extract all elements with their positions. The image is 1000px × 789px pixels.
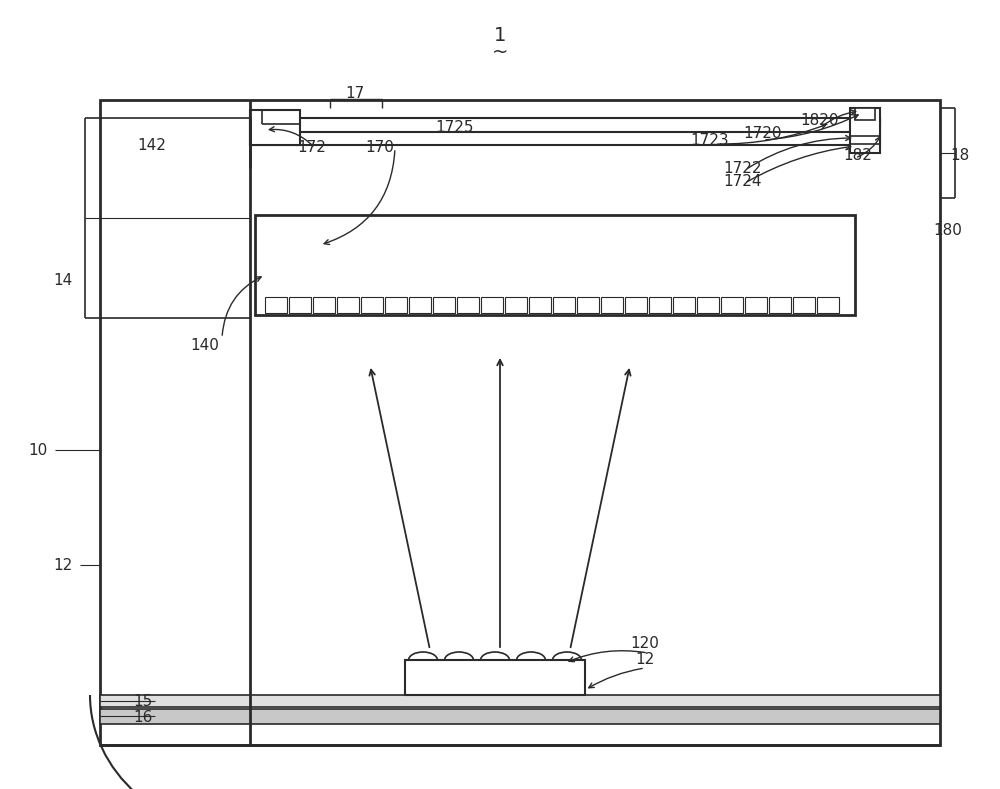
Bar — [577, 297, 599, 313]
Bar — [745, 297, 767, 313]
Bar — [100, 709, 940, 724]
Text: 16: 16 — [133, 711, 153, 726]
Bar — [265, 297, 287, 313]
Bar — [250, 118, 880, 145]
Bar — [505, 297, 527, 313]
Bar — [850, 108, 880, 153]
Text: 120: 120 — [631, 637, 659, 652]
Bar — [337, 297, 359, 313]
Bar — [769, 297, 791, 313]
Text: 18: 18 — [950, 148, 970, 163]
Bar — [625, 297, 647, 313]
Bar — [250, 118, 880, 126]
Bar — [100, 100, 940, 745]
Text: 1723: 1723 — [691, 133, 729, 148]
Bar — [673, 297, 695, 313]
Text: 10: 10 — [28, 443, 48, 458]
Text: 1724: 1724 — [724, 174, 762, 189]
Bar — [250, 110, 300, 145]
Text: 170: 170 — [366, 140, 394, 155]
Text: 142: 142 — [138, 137, 166, 152]
Bar — [433, 297, 455, 313]
Bar — [385, 297, 407, 313]
Text: 1820: 1820 — [801, 113, 839, 128]
Bar — [855, 108, 875, 120]
Bar — [601, 297, 623, 313]
Bar — [721, 297, 743, 313]
Text: 1722: 1722 — [724, 160, 762, 175]
Bar — [100, 695, 940, 707]
Bar — [289, 297, 311, 313]
Bar — [697, 297, 719, 313]
Text: 1720: 1720 — [744, 125, 782, 140]
Bar — [481, 297, 503, 313]
Bar — [553, 297, 575, 313]
Bar — [793, 297, 815, 313]
Text: 172: 172 — [298, 140, 326, 155]
Text: ~: ~ — [492, 43, 508, 62]
Text: 1: 1 — [494, 25, 506, 44]
Bar — [817, 297, 839, 313]
Bar — [409, 297, 431, 313]
Bar — [255, 215, 855, 315]
Text: 180: 180 — [934, 222, 962, 237]
Bar — [361, 297, 383, 313]
Bar — [457, 297, 479, 313]
Text: 1725: 1725 — [436, 119, 474, 134]
Text: 12: 12 — [53, 558, 73, 573]
Bar — [529, 297, 551, 313]
Text: 15: 15 — [133, 694, 153, 709]
Bar — [649, 297, 671, 313]
Text: 17: 17 — [345, 85, 365, 100]
Text: 12: 12 — [635, 653, 655, 667]
Bar — [313, 297, 335, 313]
Bar — [405, 660, 585, 695]
Text: 14: 14 — [53, 272, 73, 287]
Text: 182: 182 — [844, 148, 872, 163]
Text: 140: 140 — [191, 338, 219, 353]
